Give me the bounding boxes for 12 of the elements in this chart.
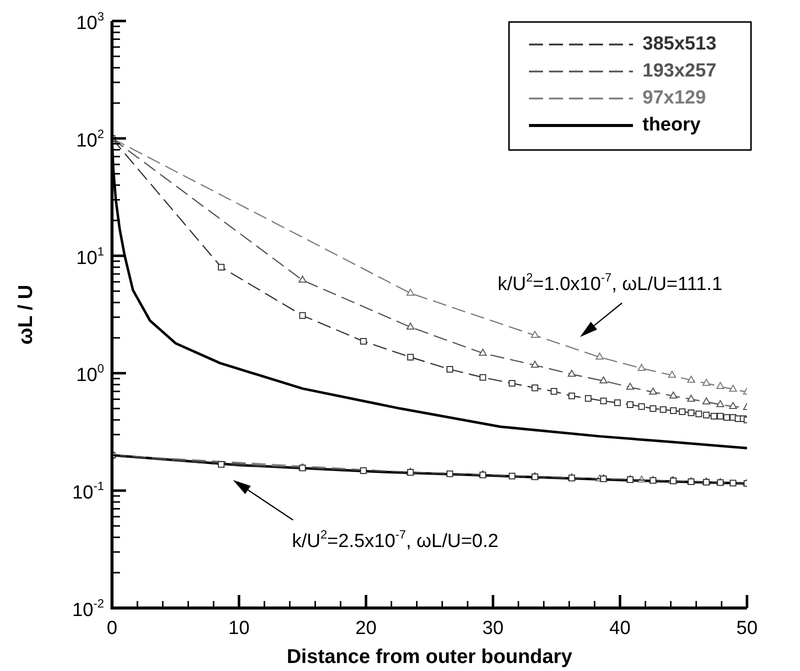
x-axis-title: Distance from outer boundary: [286, 646, 574, 668]
x-tick-label: 40: [609, 618, 631, 639]
x-tick-label: 0: [106, 618, 118, 639]
text: 97x129: [642, 88, 706, 109]
x-tick-label: 50: [736, 618, 758, 639]
text: theory: [642, 114, 701, 136]
text: 385x513: [642, 34, 716, 55]
x-tick-label: 10: [228, 618, 250, 639]
text: 193x257: [642, 60, 716, 82]
y-axis-title: ωL / U: [15, 284, 37, 345]
x-tick-label: 20: [355, 618, 377, 639]
x-tick-label: 30: [482, 618, 504, 639]
